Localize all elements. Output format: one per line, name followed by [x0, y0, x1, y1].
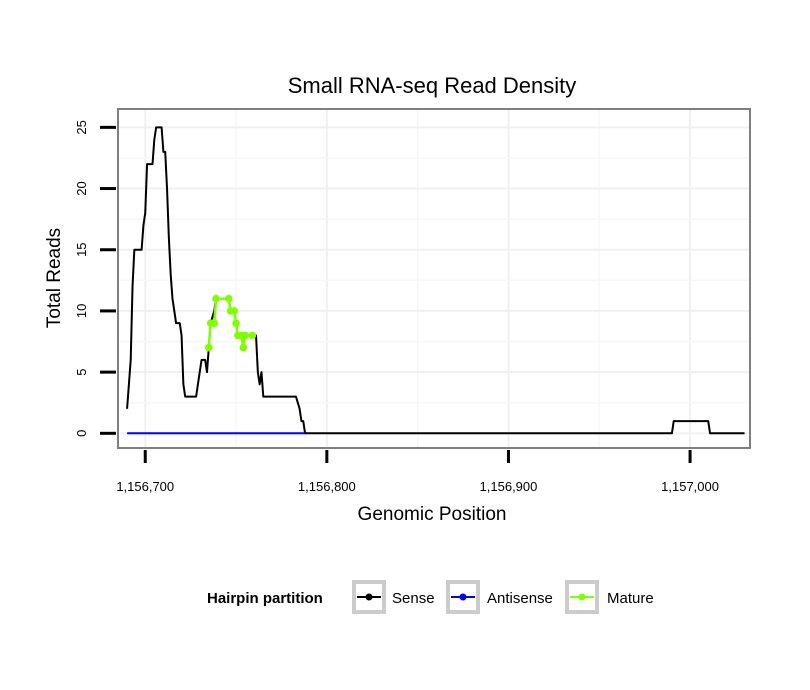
legend-marker-antisense	[459, 593, 467, 601]
legend-label-mature: Mature	[607, 590, 654, 607]
data-point-mature	[224, 294, 233, 303]
legend-label-antisense: Antisense	[487, 590, 553, 607]
plot-panel-border	[117, 108, 751, 449]
y-tick-label: 15	[74, 242, 89, 256]
data-point-mature	[239, 343, 248, 352]
x-tick-label: 1,156,800	[298, 479, 356, 494]
x-tick-label: 1,156,900	[480, 479, 538, 494]
x-tick-label: 1,156,700	[116, 479, 174, 494]
data-point-mature	[232, 319, 240, 327]
data-point-mature	[248, 331, 257, 340]
y-tick-label: 20	[74, 181, 89, 195]
legend-entry-mature: Mature	[565, 580, 654, 614]
y-tick-label: 10	[74, 304, 89, 318]
data-point-mature	[241, 331, 249, 340]
data-point-mature	[210, 319, 219, 327]
y-axis: 0 5 10 15 20 25	[74, 120, 116, 437]
legend-entry-sense: Sense	[352, 580, 435, 614]
legend-title: Hairpin partition	[207, 590, 323, 607]
data-point-mature	[212, 294, 220, 303]
y-tick-label: 5	[74, 368, 89, 375]
data-point-mature	[205, 343, 213, 352]
legend-marker-sense	[365, 593, 373, 601]
y-tick-label: 0	[74, 430, 89, 437]
series-line-sense	[126, 126, 745, 435]
y-tick-label: 25	[74, 120, 89, 134]
legend-label-sense: Sense	[392, 590, 435, 607]
y-axis-title: Total Reads	[44, 228, 65, 328]
legend-entry-antisense: Antisense	[446, 580, 553, 614]
data-point-mature	[230, 307, 239, 315]
x-axis-title: Genomic Position	[358, 504, 507, 525]
plot-panel	[118, 109, 750, 448]
x-axis: 1,156,700 1,156,800 1,156,900 1,157,000	[116, 450, 719, 494]
legend: Hairpin partition Sense Antisense Mature	[207, 580, 654, 614]
legend-marker-mature	[578, 593, 586, 601]
series-layer	[126, 126, 745, 435]
chart-title: Small RNA-seq Read Density	[288, 73, 577, 98]
x-tick-label: 1,157,000	[661, 479, 719, 494]
grid-lines	[118, 109, 750, 448]
